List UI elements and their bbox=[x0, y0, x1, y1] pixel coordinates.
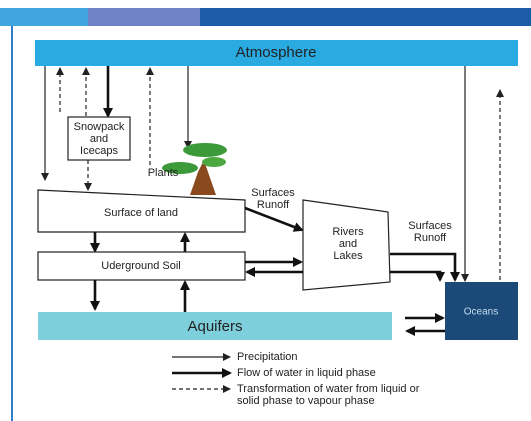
runoff-label: Runoff bbox=[257, 199, 290, 211]
soil-label: Uderground Soil bbox=[101, 260, 181, 272]
legend-label: Transformation of water from liquid or bbox=[237, 383, 420, 395]
runoff-label: Surfaces bbox=[251, 187, 295, 199]
rivers-label: Rivers bbox=[332, 226, 364, 238]
snowpack-label: Snowpack bbox=[74, 121, 125, 133]
arrow bbox=[390, 272, 440, 280]
water-cycle-diagram: Atmosphere Snowpack and Icecaps Plants S… bbox=[0, 0, 531, 421]
legend-label: Flow of water in liquid phase bbox=[237, 367, 376, 379]
rivers-label: and bbox=[339, 238, 357, 250]
atmosphere-label: Atmosphere bbox=[236, 44, 317, 61]
runoff-label: Surfaces bbox=[408, 220, 452, 232]
header-strip bbox=[200, 8, 531, 26]
snowpack-label: and bbox=[90, 133, 108, 145]
rivers-label: Lakes bbox=[333, 250, 363, 262]
runoff-label: Runoff bbox=[414, 232, 447, 244]
header-strip bbox=[0, 8, 88, 26]
arrow bbox=[245, 208, 302, 230]
aquifers-label: Aquifers bbox=[187, 318, 242, 335]
legend-label: Precipitation bbox=[237, 351, 298, 363]
plants-label: Plants bbox=[148, 167, 179, 179]
surface-land-label: Surface of land bbox=[104, 207, 178, 219]
legend-label: solid phase to vapour phase bbox=[237, 395, 375, 407]
snowpack-label: Icecaps bbox=[80, 145, 118, 157]
oceans-label: Oceans bbox=[464, 307, 498, 318]
arrow bbox=[390, 254, 455, 280]
header-strip bbox=[88, 8, 200, 26]
